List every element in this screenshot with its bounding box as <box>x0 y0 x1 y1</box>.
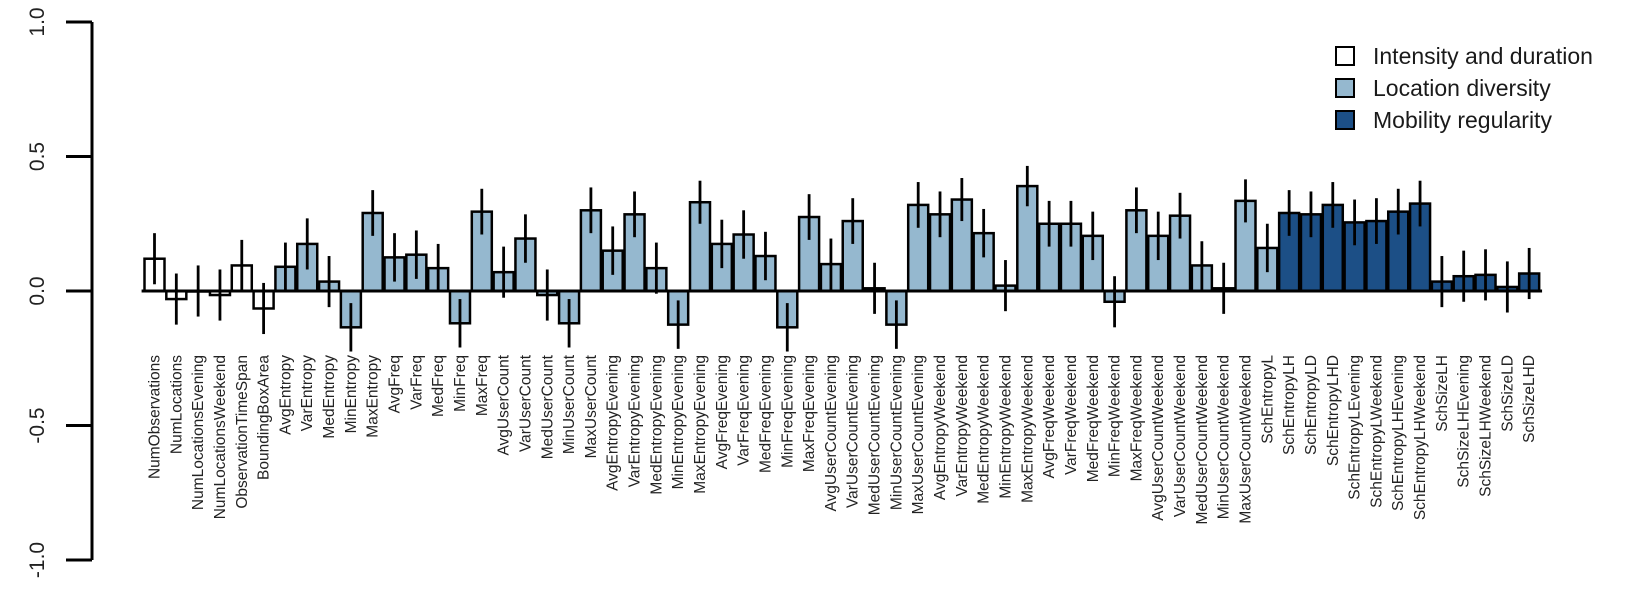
x-tick-label: AvgFreqEvening <box>714 355 731 469</box>
x-tick-label: MedUserCountEvening <box>867 355 884 515</box>
legend-item-intensity: Intensity and duration <box>1335 40 1593 72</box>
x-tick-label: MinEntropyWeekend <box>997 355 1014 499</box>
x-tick-label: AvgFreq <box>387 355 404 413</box>
x-tick-label: VarEntropy <box>299 355 316 432</box>
legend-item-mobility-regularity: Mobility regularity <box>1335 104 1593 136</box>
x-tick-label: SchSizeLD <box>1499 355 1516 432</box>
legend: Intensity and duration Location diversit… <box>1335 40 1593 136</box>
x-tick-label: SchEntropyLWeekend <box>1368 355 1385 508</box>
x-tick-label: MedUserCount <box>539 354 556 459</box>
x-tick-label: MaxUserCountEvening <box>910 355 927 514</box>
x-tick-label: SchEntropyLD <box>1303 355 1320 455</box>
x-tick-label: BoundingBoxArea <box>256 355 273 480</box>
x-tick-label: MedFreqEvening <box>757 355 774 473</box>
x-tick-label: AvgEntropyWeekend <box>932 355 949 500</box>
x-tick-label: MedEntropyWeekend <box>976 355 993 504</box>
x-tick-label: MaxFreq <box>474 355 491 416</box>
x-tick-label: SchEntropyLEvening <box>1347 355 1364 500</box>
x-tick-label: SchEntropyLHEvening <box>1390 355 1407 511</box>
x-tick-label: MinUserCountEvening <box>888 355 905 510</box>
legend-label: Location diversity <box>1373 74 1551 101</box>
x-tick-label: VarUserCountWeekend <box>1172 355 1189 517</box>
x-tick-label: VarUserCount <box>517 354 534 452</box>
x-tick-label: AvgUserCountEvening <box>823 355 840 512</box>
x-tick-label: SchSizeLHWeekend <box>1478 355 1495 497</box>
x-tick-labels: NumObservations NumLocations NumLocationsE… <box>147 354 1539 524</box>
x-tick-label: MinFreqEvening <box>779 355 796 468</box>
x-tick-label: MaxFreqWeekend <box>1128 355 1145 481</box>
y-tick-label: 0.5 <box>26 142 49 171</box>
x-tick-label: MinUserCount <box>561 354 578 454</box>
legend-swatch <box>1335 78 1355 98</box>
x-tick-label: SchEntropyL <box>1259 355 1276 444</box>
x-tick-label: MedEntropyEvening <box>648 355 665 495</box>
x-tick-label: VarFreq <box>408 355 425 410</box>
x-tick-label: MaxEntropyWeekend <box>1019 355 1036 503</box>
x-tick-label: NumLocationsWeekend <box>212 355 229 519</box>
x-tick-label: MaxUserCount <box>583 354 600 458</box>
x-tick-label: MaxEntropyEvening <box>692 355 709 494</box>
x-tick-label: VarUserCountEvening <box>845 355 862 508</box>
x-tick-label: SchEntropyLHWeekend <box>1412 355 1429 520</box>
x-tick-label: SchSizeLHD <box>1521 355 1538 443</box>
x-tick-label: ObservationTimeSpan <box>234 355 251 509</box>
y-tick-label: -0.5 <box>26 407 49 443</box>
x-tick-label: VarEntropyEvening <box>627 355 644 487</box>
x-tick-label: MinEntropyEvening <box>670 355 687 489</box>
y-tick-label: -1.0 <box>26 542 49 578</box>
x-tick-label: NumLocations <box>168 355 185 454</box>
legend-swatch <box>1335 110 1355 130</box>
x-tick-label: MinFreqWeekend <box>1107 355 1124 477</box>
x-tick-label: AvgUserCount <box>496 354 513 455</box>
x-tick-label: SchEntropyLHD <box>1325 355 1342 466</box>
x-tick-label: SchSizeLH <box>1434 355 1451 432</box>
legend-label: Mobility regularity <box>1373 106 1552 133</box>
legend-item-location-diversity: Location diversity <box>1335 72 1593 104</box>
bars <box>143 184 1541 329</box>
legend-label: Intensity and duration <box>1373 42 1593 69</box>
y-tick-label: 0.0 <box>26 276 49 305</box>
x-tick-label: VarFreqEvening <box>736 355 753 466</box>
x-tick-label: MinUserCountWeekend <box>1216 355 1233 519</box>
x-tick-label: SchEntropyLH <box>1281 355 1298 455</box>
legend-swatch <box>1335 46 1355 66</box>
x-tick-label: MaxUserCountWeekend <box>1238 355 1255 524</box>
x-tick-label: MaxFreqEvening <box>801 355 818 472</box>
x-tick-label: AvgEntropy <box>277 355 294 435</box>
x-tick-label: MedFreq <box>430 355 447 417</box>
x-tick-label: NumObservations <box>147 355 164 479</box>
y-tick-label: 1.0 <box>26 7 49 36</box>
x-tick-label: MedFreqWeekend <box>1085 355 1102 482</box>
x-tick-label: SchSizeLHEvening <box>1456 355 1473 488</box>
x-tick-label: AvgFreqWeekend <box>1041 355 1058 479</box>
y-axis: -1.0 -0.5 0.0 0.5 1.0 <box>26 7 94 578</box>
x-tick-label: MedUserCountWeekend <box>1194 355 1211 524</box>
x-tick-label: MinEntropy <box>343 355 360 434</box>
x-tick-label: VarFreqWeekend <box>1063 355 1080 475</box>
x-tick-label: MaxEntropy <box>365 355 382 438</box>
x-tick-label: MedEntropy <box>321 355 338 439</box>
x-tick-label: AvgUserCountWeekend <box>1150 355 1167 521</box>
x-tick-label: NumLocationsEvening <box>190 355 207 510</box>
x-tick-label: AvgEntropyEvening <box>605 355 622 491</box>
x-tick-label: VarEntropyWeekend <box>954 355 971 497</box>
x-tick-label: MinFreq <box>452 355 469 412</box>
error-bars <box>153 165 1531 352</box>
